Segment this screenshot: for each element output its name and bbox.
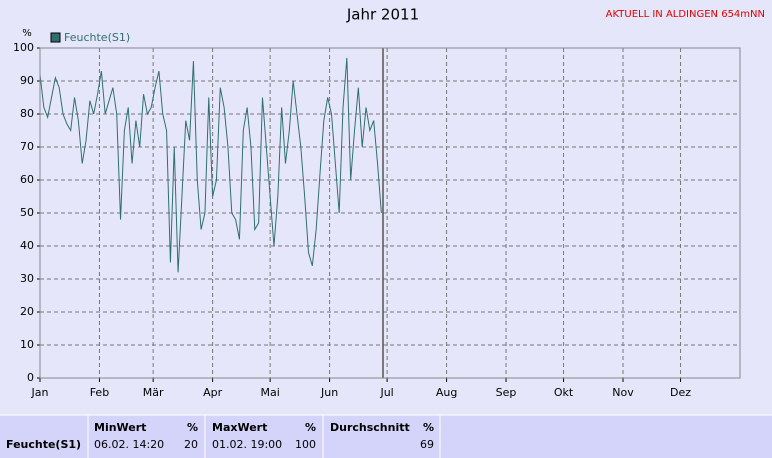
- table-header: %: [423, 421, 434, 434]
- plot-border: [39, 47, 741, 379]
- x-tick-label: Mär: [143, 386, 164, 399]
- x-tick-label: Feb: [90, 386, 109, 399]
- x-tick-label: Sep: [496, 386, 517, 399]
- x-tick-label: Mai: [260, 386, 279, 399]
- table-header: %: [305, 421, 316, 434]
- y-tick-label: 10: [20, 338, 34, 351]
- table-row-label: Feuchte(S1): [6, 438, 81, 451]
- data-line: [39, 57, 382, 273]
- x-tick-label: Apr: [203, 386, 223, 399]
- chart-title: Jahr 2011: [346, 6, 419, 24]
- y-axis-label: %: [22, 28, 32, 39]
- table-bg: [0, 415, 772, 458]
- x-tick-label: Nov: [612, 386, 634, 399]
- table-cell: 20: [184, 438, 198, 451]
- x-tick-label: Okt: [554, 386, 574, 399]
- y-tick-label: 50: [20, 206, 34, 219]
- table-cell: 01.02. 19:00: [212, 438, 282, 451]
- table-header: MinWert: [94, 421, 146, 434]
- x-tick-label: Jul: [379, 386, 393, 399]
- x-tick-label: Jan: [31, 386, 49, 399]
- table-cell: 06.02. 14:20: [94, 438, 164, 451]
- y-tick-label: 90: [20, 74, 34, 87]
- y-tick-label: 60: [20, 173, 34, 186]
- table-cell: 100: [295, 438, 316, 451]
- y-tick-label: 0: [27, 371, 34, 384]
- y-tick-label: 20: [20, 305, 34, 318]
- y-tick-label: 30: [20, 272, 34, 285]
- y-tick-label: 40: [20, 239, 34, 252]
- table-header: %: [187, 421, 198, 434]
- table-header: Durchschnitt: [330, 421, 410, 434]
- y-tick-label: 80: [20, 107, 34, 120]
- summary-table: MinWert % MaxWert % Durchschnitt % Feuch…: [0, 414, 772, 458]
- x-tick-label: Aug: [436, 386, 457, 399]
- y-tick-label: 100: [13, 41, 34, 54]
- x-tick-label: Jun: [320, 386, 338, 399]
- y-tick-label: 70: [20, 140, 34, 153]
- legend-swatch: [50, 32, 61, 43]
- legend-label: Feuchte(S1): [64, 31, 130, 44]
- x-tick-label: Dez: [670, 386, 691, 399]
- table-header: MaxWert: [212, 421, 267, 434]
- subtitle: AKTUELL IN ALDINGEN 654mNN: [606, 9, 765, 20]
- table-cell: 69: [420, 438, 434, 451]
